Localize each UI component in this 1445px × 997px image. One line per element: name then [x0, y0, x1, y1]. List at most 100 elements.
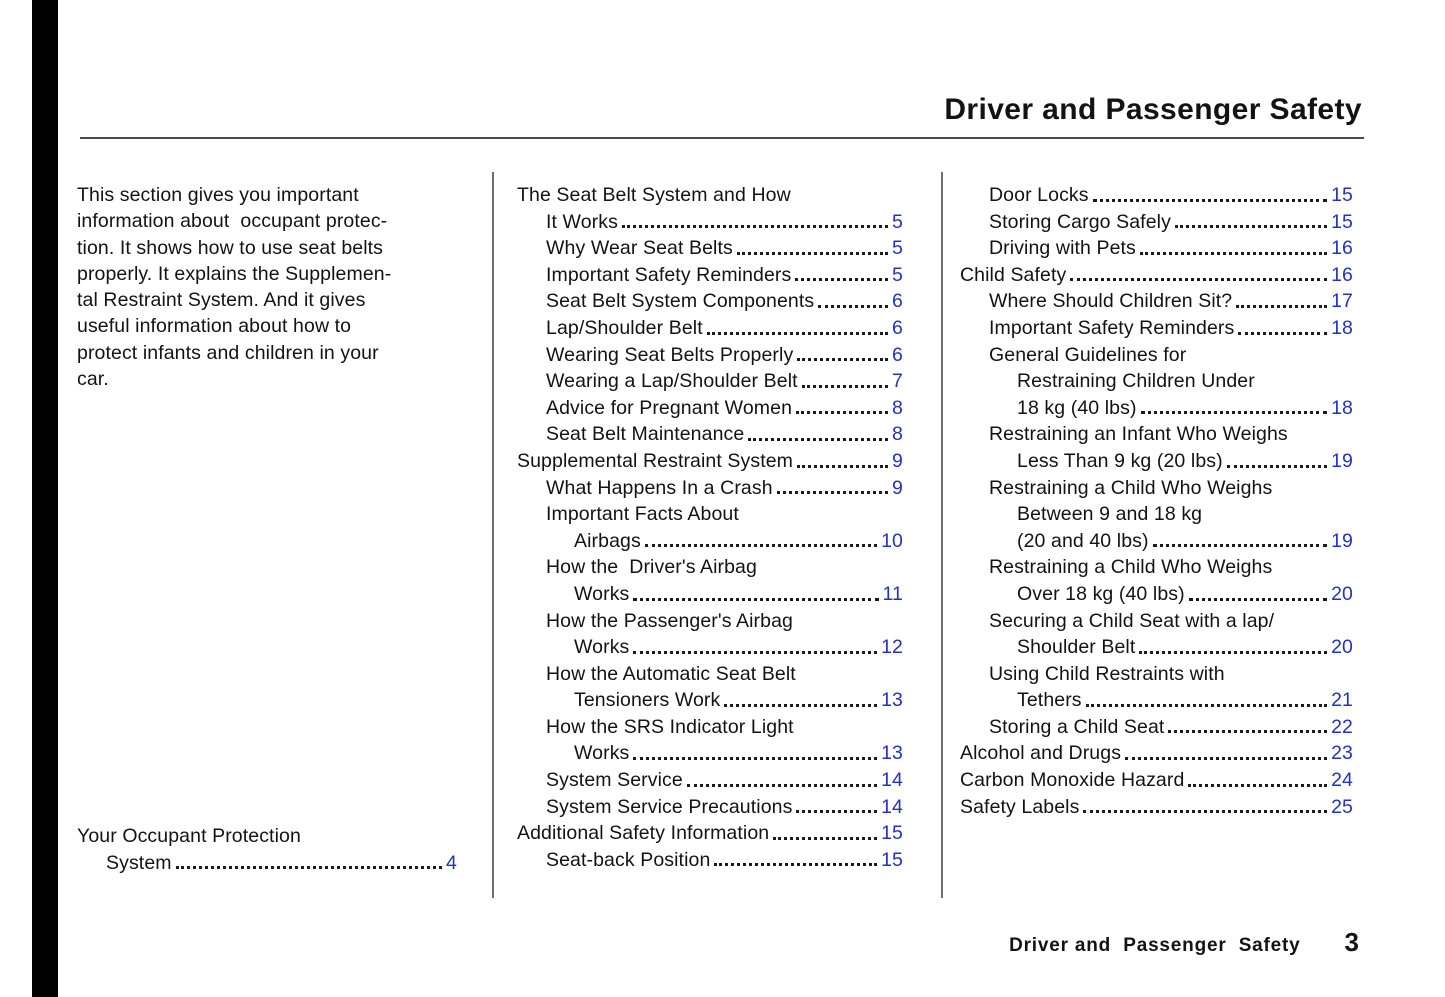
intro-line: tal Restraint System. And it gives: [77, 289, 366, 312]
toc-page-link[interactable]: 8: [892, 423, 903, 446]
toc-page-link[interactable]: 23: [1331, 742, 1353, 765]
toc-entry-label: What Happens In a Crash: [546, 476, 773, 499]
toc-right-column: Door Locks 15 Storing Cargo Safely 15 Drivin…: [960, 182, 1353, 820]
toc-page-link[interactable]: 19: [1331, 529, 1353, 552]
toc-entry: Works 13: [517, 740, 903, 767]
toc-entry: Wearing a Lap/Shoulder Belt 7: [517, 368, 903, 395]
page-title: Driver and Passenger Safety: [944, 93, 1362, 126]
toc-page-link[interactable]: 15: [881, 822, 903, 845]
toc-page-link[interactable]: 4: [446, 851, 457, 874]
dotted-leader: [801, 384, 889, 388]
toc-page-link[interactable]: 6: [892, 343, 903, 366]
toc-entry: Child Safety 16: [960, 262, 1353, 289]
dotted-leader: [633, 757, 878, 761]
toc-page-link[interactable]: 6: [892, 290, 903, 313]
dotted-leader: [1152, 544, 1328, 548]
toc-page-link[interactable]: 16: [1331, 263, 1353, 286]
toc-entry: Less Than 9 kg (20 lbs) 19: [960, 448, 1353, 475]
toc-entry: Works 12: [517, 634, 903, 661]
intro-line: tion. It shows how to use seat belts: [77, 236, 384, 259]
toc-page-link[interactable]: 9: [892, 449, 903, 472]
toc-entry-label: The Seat Belt System and How: [517, 184, 791, 206]
column-divider-right: [941, 172, 943, 898]
toc-page-link[interactable]: 7: [892, 370, 903, 393]
toc-entry: It Works 5: [517, 209, 903, 236]
toc-page-link[interactable]: 14: [881, 769, 903, 792]
dotted-leader: [797, 358, 889, 362]
toc-entry-label: Storing a Child Seat: [989, 715, 1165, 738]
toc-page-link[interactable]: 12: [881, 636, 903, 659]
toc-entry: Important Safety Reminders 5: [517, 262, 903, 289]
toc-entry-label: Why Wear Seat Belts: [546, 237, 733, 260]
toc-page-link[interactable]: 10: [881, 529, 903, 552]
intro-paragraph: This section gives you important informat…: [77, 182, 457, 392]
toc-page-link[interactable]: 14: [881, 795, 903, 818]
toc-entry: System Service Precautions 14: [517, 794, 903, 821]
toc-entry: How the Automatic Seat Belt: [517, 661, 903, 688]
toc-entry-label: Over 18 kg (40 lbs): [1017, 582, 1185, 605]
dotted-leader: [1092, 198, 1328, 202]
toc-page-link[interactable]: 15: [1331, 210, 1353, 233]
dotted-leader: [621, 225, 889, 229]
dotted-leader: [1070, 278, 1328, 282]
toc-page-link[interactable]: 5: [892, 237, 903, 260]
toc-page-link[interactable]: 17: [1331, 290, 1353, 313]
toc-entry-label: Seat Belt System Components: [546, 290, 815, 313]
dotted-leader: [796, 411, 889, 415]
toc-entry-label: Less Than 9 kg (20 lbs): [1017, 449, 1223, 472]
toc-page-link[interactable]: 18: [1331, 396, 1353, 419]
dotted-leader: [748, 437, 889, 441]
toc-middle-column: The Seat Belt System and How It Works 5 Why…: [517, 182, 903, 873]
dotted-leader: [1139, 650, 1328, 654]
toc-entry-label: Between 9 and 18 kg: [1017, 503, 1203, 526]
toc-entry: Restraining a Child Who Weighs: [960, 475, 1353, 502]
footer-section-label: Driver and Passenger Safety: [1009, 935, 1301, 956]
toc-entry: Why Wear Seat Belts 5: [517, 235, 903, 262]
toc-entry: (20 and 40 lbs) 19: [960, 528, 1353, 555]
toc-entry: Works 11: [517, 581, 903, 608]
dotted-leader: [706, 331, 889, 335]
toc-entry-label: Child Safety: [960, 263, 1067, 286]
toc-page-link[interactable]: 8: [892, 396, 903, 419]
toc-page-link[interactable]: 15: [881, 848, 903, 871]
toc-entry: Airbags 10: [517, 528, 903, 555]
toc-entry: System 4: [77, 850, 457, 877]
toc-page-link[interactable]: 16: [1331, 237, 1353, 260]
toc-entry-label: How the SRS Indicator Light: [546, 715, 794, 738]
toc-entry-label: Seat-back Position: [546, 848, 711, 871]
toc-page-link[interactable]: 5: [892, 263, 903, 286]
intro-line: properly. It explains the Supplemen-: [77, 262, 392, 285]
toc-page-link[interactable]: 13: [881, 742, 903, 765]
intro-line: car.: [77, 368, 109, 391]
toc-page-link[interactable]: 6: [892, 316, 903, 339]
toc-left-block: Your Occupant Protection System 4: [77, 823, 457, 876]
toc-page-link[interactable]: 9: [892, 476, 903, 499]
toc-page-link[interactable]: 25: [1331, 795, 1353, 818]
toc-page-link[interactable]: 15: [1331, 184, 1353, 206]
dotted-leader: [1238, 331, 1328, 335]
dotted-leader: [1226, 464, 1328, 468]
toc-page-link[interactable]: 19: [1331, 449, 1353, 472]
toc-entry-label: Works: [574, 636, 630, 659]
intro-line: protect infants and children in your: [77, 341, 379, 364]
toc-page-link[interactable]: 20: [1331, 636, 1353, 659]
toc-entry: Restraining Children Under: [960, 368, 1353, 395]
toc-entry: Seat-back Position 15: [517, 847, 903, 874]
toc-page-link[interactable]: 22: [1331, 715, 1353, 738]
toc-page-link[interactable]: 18: [1331, 316, 1353, 339]
toc-entry: Safety Labels 25: [960, 794, 1353, 821]
toc-entry-label: General Guidelines for: [989, 343, 1187, 366]
toc-page-link[interactable]: 21: [1331, 689, 1353, 712]
toc-page-link[interactable]: 13: [881, 689, 903, 712]
toc-page-link[interactable]: 11: [882, 582, 903, 605]
left-column: This section gives you important informat…: [77, 182, 457, 882]
toc-entry-label: System Service: [546, 769, 683, 792]
toc-entry: Seat Belt Maintenance 8: [517, 421, 903, 448]
toc-page-link[interactable]: 20: [1331, 582, 1353, 605]
toc-entry-label: Driving with Pets: [989, 237, 1136, 260]
toc-entry-label: How the Driver's Airbag: [546, 556, 757, 579]
toc-page-link[interactable]: 24: [1331, 769, 1353, 792]
toc-page-link[interactable]: 5: [892, 210, 903, 233]
toc-entry-label: Door Locks: [989, 184, 1089, 206]
toc-entry: Your Occupant Protection: [77, 823, 457, 850]
